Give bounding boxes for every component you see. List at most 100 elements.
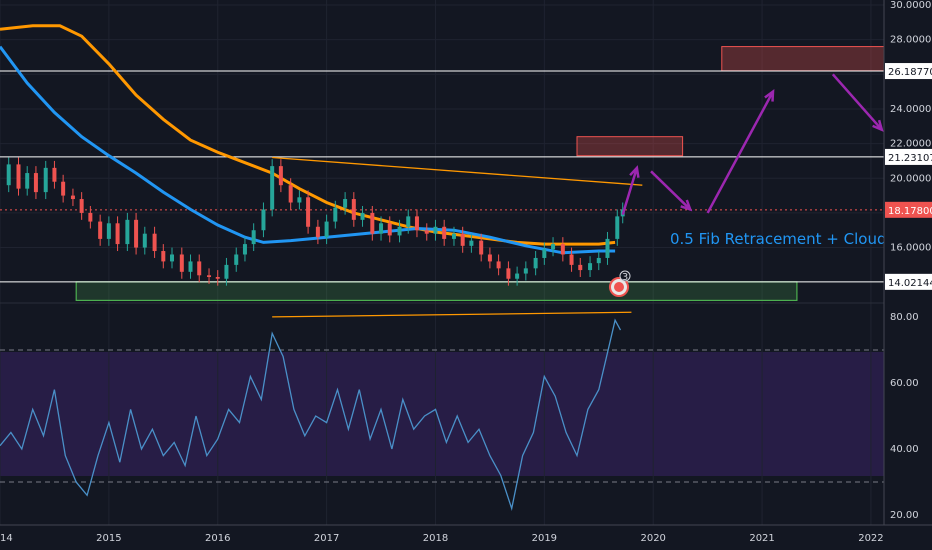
time-axis: 2014 2015 2016 2017 2018 2019 2020 2021 2022 bbox=[0, 533, 884, 544]
candle-body bbox=[414, 216, 419, 231]
candle-body bbox=[370, 212, 375, 234]
event-badge[interactable]: 3 bbox=[609, 270, 631, 297]
candle-body bbox=[615, 216, 620, 239]
candle-body bbox=[251, 230, 256, 245]
projection-arrow-shaft bbox=[831, 73, 883, 131]
candle-body bbox=[523, 268, 528, 274]
moving-average-line bbox=[0, 24, 616, 246]
rsi-tick-label: 80.00 bbox=[890, 312, 919, 323]
candle-body bbox=[270, 166, 275, 210]
price-tick-label: 28.00000 bbox=[890, 35, 932, 46]
trendlines bbox=[272, 156, 643, 318]
time-tick-label: 2018 bbox=[423, 533, 448, 544]
candle-body bbox=[406, 216, 411, 227]
rsi-line bbox=[0, 318, 622, 512]
rsi-tick-label: 40.00 bbox=[890, 444, 919, 455]
support-zone bbox=[75, 281, 798, 302]
candle-body bbox=[379, 223, 384, 234]
candle-body bbox=[98, 221, 103, 239]
support-zone-box bbox=[75, 281, 798, 302]
projection-arrow-head bbox=[764, 89, 775, 102]
candle-body bbox=[242, 244, 247, 255]
candle-body bbox=[515, 273, 520, 279]
candle-body bbox=[343, 199, 348, 208]
candle-body bbox=[578, 264, 583, 271]
candle-body bbox=[25, 173, 30, 189]
candle-body bbox=[469, 240, 474, 246]
price-badges: 26.18770 21.23107 18.17800 14.02144 bbox=[885, 63, 932, 290]
candle-body bbox=[6, 164, 11, 186]
candle-body bbox=[605, 238, 610, 258]
candle-body bbox=[115, 223, 120, 245]
candle-body bbox=[351, 199, 356, 220]
candle-body bbox=[152, 233, 157, 252]
candle-body bbox=[588, 263, 593, 271]
time-tick-label: 2016 bbox=[205, 533, 230, 544]
projection-arrow-shaft bbox=[706, 91, 775, 214]
candle-body bbox=[333, 207, 338, 222]
candle-body bbox=[234, 254, 239, 265]
rsi-panel bbox=[0, 318, 884, 512]
price-tick-label: 16.00000 bbox=[890, 243, 932, 254]
time-tick-label: 2017 bbox=[314, 533, 339, 544]
grid bbox=[0, 0, 884, 525]
candle-body bbox=[52, 167, 57, 182]
price-badge bbox=[885, 273, 932, 290]
candle-body bbox=[43, 167, 48, 193]
candle-body bbox=[360, 212, 365, 220]
price-badge-label: 18.17800 bbox=[888, 206, 932, 217]
time-tick-label: 2019 bbox=[532, 533, 557, 544]
candle-body bbox=[442, 226, 447, 239]
candle-body bbox=[261, 209, 266, 231]
candle-body bbox=[479, 240, 484, 255]
candle-body bbox=[542, 249, 547, 258]
fib-annotation: 0.5 Fib Retracement + Cloud bbox=[670, 230, 887, 248]
target-box bbox=[576, 136, 684, 157]
candle-body bbox=[288, 185, 293, 203]
candle-body bbox=[533, 257, 538, 269]
candle-body bbox=[433, 226, 438, 234]
candle-body bbox=[16, 164, 21, 189]
price-badge-label: 21.23107 bbox=[888, 153, 932, 164]
candle-body bbox=[560, 244, 565, 255]
candle-body bbox=[596, 257, 601, 264]
candle-body bbox=[79, 199, 84, 213]
price-badge bbox=[885, 63, 932, 80]
candle-body bbox=[397, 226, 402, 236]
candle-body bbox=[170, 254, 175, 262]
candle-body bbox=[460, 233, 465, 246]
rsi-tick-label: 20.00 bbox=[890, 510, 919, 521]
candle-body bbox=[134, 219, 139, 248]
price-tick-label: 22.00000 bbox=[890, 139, 932, 150]
candle-body bbox=[315, 226, 320, 238]
rsi-axis-labels: 80.00 60.00 40.00 20.00 bbox=[890, 312, 919, 521]
event-badge-count: 3 bbox=[622, 272, 628, 283]
time-tick-label: 2015 bbox=[96, 533, 121, 544]
target-boxes bbox=[576, 46, 885, 157]
target-box bbox=[721, 46, 885, 72]
projection-arrows bbox=[621, 73, 884, 216]
candle-body bbox=[197, 261, 202, 276]
price-tick-label: 20.00000 bbox=[890, 173, 932, 184]
price-tick-label: 24.00000 bbox=[890, 104, 932, 115]
projection-arrow-shaft bbox=[621, 167, 639, 216]
candle-body bbox=[106, 223, 111, 239]
candle-body bbox=[487, 254, 492, 262]
moving-average-line bbox=[0, 45, 616, 255]
price-badge-label: 26.18770 bbox=[888, 67, 932, 78]
candle-body bbox=[224, 264, 229, 279]
rsi-band bbox=[0, 352, 884, 476]
candle-body bbox=[207, 275, 212, 278]
candle-body bbox=[324, 221, 329, 238]
time-tick-label: 2021 bbox=[749, 533, 774, 544]
candle-body bbox=[551, 244, 556, 250]
trendline bbox=[272, 156, 643, 186]
rsi-tick-label: 60.00 bbox=[890, 378, 919, 389]
projection-arrow-shaft bbox=[650, 170, 692, 211]
candle-body bbox=[451, 233, 456, 239]
candle-body bbox=[424, 230, 429, 234]
time-tick-label: 2022 bbox=[858, 533, 883, 544]
price-badge-label: 14.02144 bbox=[888, 278, 932, 289]
candle-body bbox=[179, 254, 184, 272]
